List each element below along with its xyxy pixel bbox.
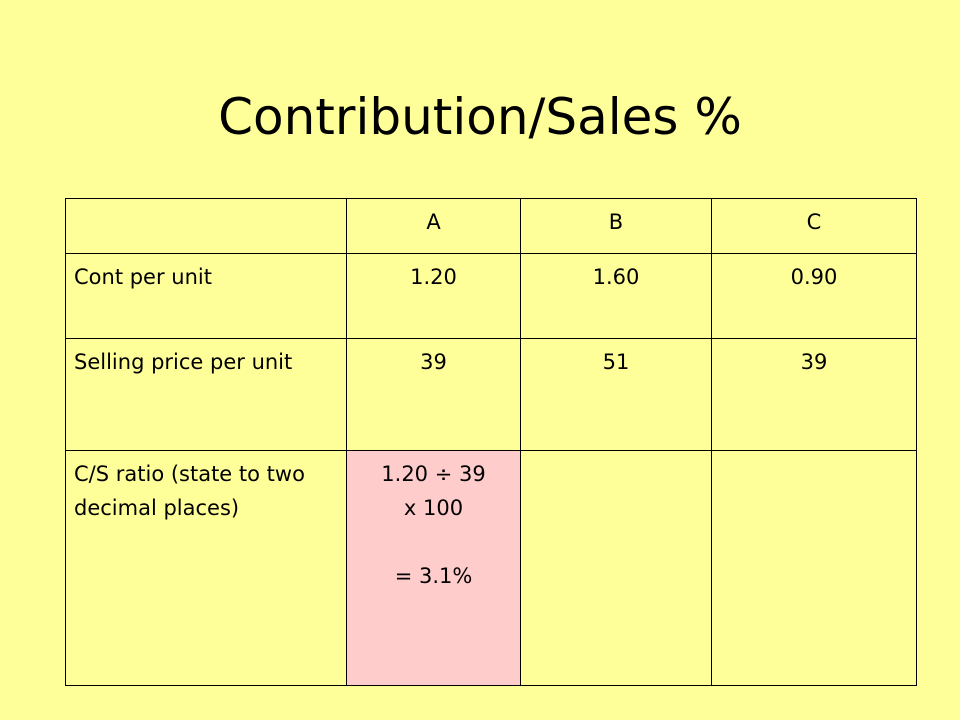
empty-cell: [711, 450, 917, 686]
row: C/S ratio (state to two decimal places) …: [65, 450, 917, 686]
empty-cell: [520, 450, 712, 686]
header-cell: C: [711, 198, 917, 254]
header-cell: B: [520, 198, 712, 254]
header-row: A B C: [65, 198, 917, 254]
cell: 1.20: [346, 253, 521, 339]
cell: 0.90: [711, 253, 917, 339]
row-label: Cont per unit: [65, 253, 347, 339]
row-label: Selling price per unit: [65, 338, 347, 451]
header-cell: A: [346, 198, 521, 254]
working-line: x 100: [403, 496, 464, 520]
slide-title: Contribution/Sales %: [218, 88, 742, 146]
data-table: A B C Cont per unit 1.20 1.60 0.90 Selli…: [65, 198, 917, 686]
cell: 1.60: [520, 253, 712, 339]
working-line: 1.20 ÷ 39: [381, 462, 486, 486]
row: Cont per unit 1.20 1.60 0.90: [65, 253, 917, 339]
cell: 39: [711, 338, 917, 451]
corner-cell: [65, 198, 347, 254]
working-result: = 3.1%: [394, 564, 473, 588]
cell: 51: [520, 338, 712, 451]
working-cell: 1.20 ÷ 39 x 100 = 3.1%: [346, 450, 521, 686]
row-label: C/S ratio (state to two decimal places): [65, 450, 347, 686]
row: Selling price per unit 39 51 39: [65, 338, 917, 451]
cell: 39: [346, 338, 521, 451]
